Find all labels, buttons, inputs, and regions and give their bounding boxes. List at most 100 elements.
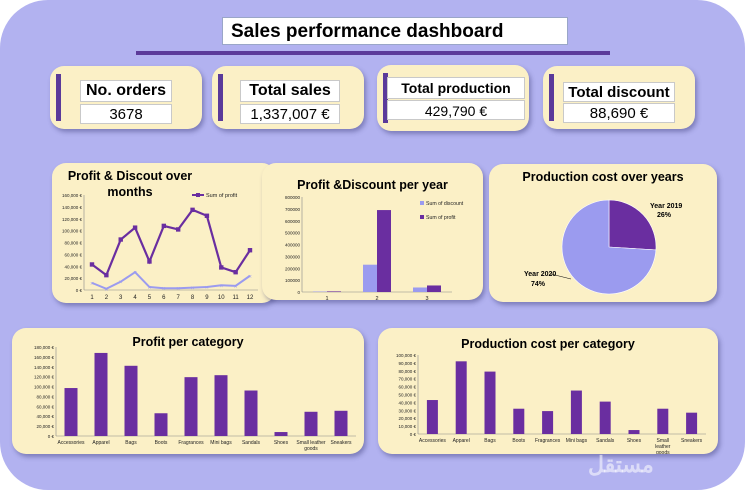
y-tick-label: 200000 — [285, 266, 301, 271]
x-tick-label: Boots — [155, 440, 168, 446]
legend-swatch — [420, 215, 424, 219]
x-tick-label: 7 — [177, 295, 181, 301]
chart-card-production-cost-years: Production cost over years Year 2019 26% Y… — [489, 164, 717, 302]
watermark-logo: مستقل — [588, 452, 654, 477]
y-tick-label: 70,000 € — [398, 377, 416, 382]
y-tick-label: 50,000 € — [398, 393, 416, 398]
y-tick-label: 100000 — [285, 278, 301, 283]
bar — [334, 410, 348, 436]
x-tick-label: Sandals — [242, 440, 261, 446]
chart-card-profit-discount-year: Profit &Discount per year 0 100000 200000 3… — [262, 163, 483, 300]
bar — [304, 411, 318, 436]
x-tick-label: Apparel — [453, 438, 470, 444]
y-tick-label: 40,000 € — [36, 414, 54, 419]
data-point: × — [219, 283, 223, 290]
y-tick-label: 140,000 € — [34, 365, 55, 370]
bar — [64, 388, 78, 436]
x-tick-label: Small — [657, 438, 670, 444]
data-point — [190, 207, 195, 213]
pie-label-category: Year 2020 — [524, 271, 556, 278]
bar — [377, 210, 391, 292]
x-tick-label: 3 — [119, 295, 123, 301]
data-point — [147, 259, 152, 264]
y-tick-label: 0 € — [76, 288, 83, 293]
bar — [657, 408, 669, 434]
y-tick-label: 800000 — [285, 195, 301, 200]
bar — [154, 413, 168, 436]
kpi-label-total-sales: Total sales — [240, 80, 340, 102]
y-tick-label: 100,000 € — [62, 229, 83, 234]
kpi-value-total-sales: 1,337,007 € — [240, 104, 340, 124]
bar — [427, 285, 441, 292]
x-tick-label: Small leather — [296, 440, 326, 446]
y-tick-label: 20,000 € — [36, 424, 54, 429]
bar — [244, 390, 258, 436]
bar — [570, 390, 582, 434]
x-tick-label: 4 — [133, 295, 137, 301]
legend-label: Sum of profit — [206, 193, 238, 199]
pie-label-percent: 74% — [531, 281, 546, 288]
x-tick-label: 9 — [205, 295, 209, 301]
bar-chart-profit-discount-year: 0 100000 200000 300000 400000 500000 600000 700… — [285, 195, 464, 300]
kpi-value-total-discount: 88,690 € — [563, 103, 675, 123]
y-tick-label: 140,000 € — [62, 205, 83, 210]
y-tick-label: 60,000 € — [36, 404, 54, 409]
dashboard-title: Sales performance dashboard — [231, 21, 504, 42]
kpi-card-total-sales: Total sales 1,337,007 € — [212, 66, 364, 129]
x-tick-label: 8 — [191, 295, 195, 301]
y-tick-label: 20,000 € — [64, 276, 82, 281]
y-tick-label: 0 € — [410, 432, 417, 437]
data-point — [161, 223, 167, 229]
y-tick-label: 160,000 € — [62, 193, 83, 198]
y-tick-label: 300000 — [285, 254, 301, 259]
data-point: × — [119, 279, 123, 286]
chart-title-profit-discount-months: Profit & Discout over months — [67, 169, 193, 199]
y-tick-label: 60,000 € — [64, 252, 82, 257]
title-underline — [136, 51, 610, 55]
y-tick-label: 160,000 € — [34, 355, 55, 360]
bar — [426, 400, 438, 434]
data-point: × — [148, 285, 152, 292]
kpi-label-production-cost: Total production cost — [387, 77, 525, 116]
bar — [274, 432, 288, 436]
y-tick-label: 500000 — [285, 231, 301, 236]
bar — [94, 352, 108, 436]
x-tick-label: Accessories — [58, 440, 85, 446]
data-point: × — [90, 280, 94, 287]
kpi-accent-bar — [56, 74, 61, 121]
y-tick-label: 180,000 € — [34, 345, 55, 350]
y-tick-label: 30,000 € — [398, 408, 416, 413]
bar — [542, 411, 554, 434]
x-tick-label: Apparel — [92, 440, 109, 446]
series-line — [91, 270, 251, 290]
data-point — [247, 248, 253, 253]
line-chart-profit-discount: 0 € 20,000 € 40,000 € 60,000 € 80,000 € 100,0… — [62, 193, 258, 301]
data-point: × — [162, 286, 166, 293]
kpi-card-total-discount: Total discount 88,690 € — [543, 66, 695, 129]
data-point: × — [191, 285, 195, 292]
data-point — [89, 262, 95, 267]
x-tick-label: goods — [304, 446, 318, 452]
kpi-accent-bar — [549, 74, 554, 121]
y-tick-label: 90,000 € — [398, 361, 416, 366]
pie-label-category: Year 2019 — [650, 203, 682, 210]
bar — [413, 287, 427, 292]
x-tick-label: Accessories — [419, 438, 446, 444]
y-tick-label: 100,000 € — [396, 353, 417, 358]
x-tick-label: 11 — [233, 295, 240, 301]
y-tick-label: 40,000 € — [398, 400, 416, 405]
chart-title-production-cost-years: Production cost over years — [522, 170, 684, 184]
bar-chart-profit-category: 0 € 20,000 € 40,000 € 60,000 € 80,000 € 100,0… — [34, 345, 356, 452]
x-tick-label: Sandals — [596, 438, 615, 444]
x-tick-label: 3 — [425, 296, 428, 300]
bar — [363, 264, 377, 292]
bar — [599, 401, 611, 434]
bar — [124, 365, 138, 436]
y-tick-label: 700000 — [285, 207, 301, 212]
data-point: × — [248, 273, 252, 280]
x-tick-label: 2 — [375, 296, 378, 300]
y-tick-label: 400000 — [285, 243, 301, 248]
y-tick-label: 40,000 € — [64, 264, 82, 269]
bar — [184, 377, 198, 436]
y-tick-label: 120,000 € — [62, 217, 83, 222]
